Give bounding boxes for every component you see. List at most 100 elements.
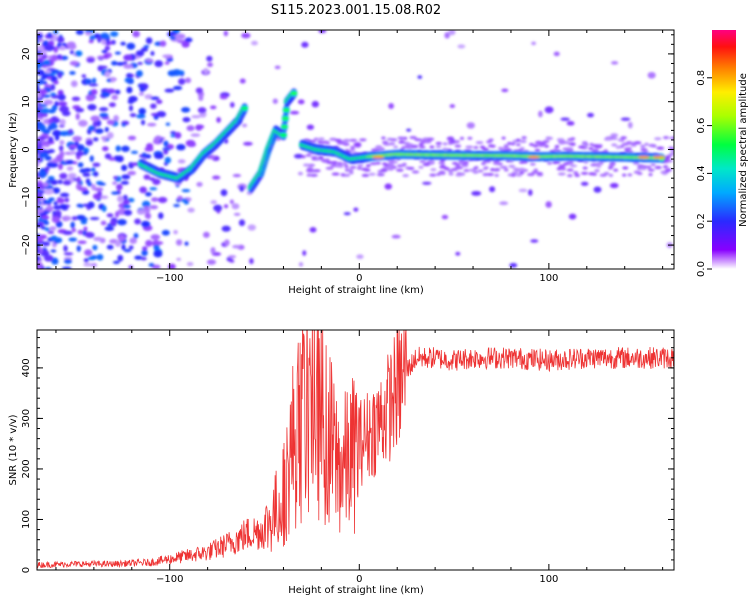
heatmap-noise-blob — [164, 88, 175, 93]
heatmap-noise-blob — [80, 219, 88, 225]
heatmap-haze-blob — [507, 141, 512, 145]
heatmap-noise-blob — [163, 149, 169, 155]
heatmap-noise-blob — [65, 159, 74, 165]
heatmap-haze-blob — [435, 141, 442, 145]
heatmap-haze-blob — [410, 145, 419, 149]
heatmap-haze-blob — [615, 145, 622, 149]
heatmap-haze-blob — [325, 166, 334, 170]
heatmap-noise-blob — [182, 117, 191, 123]
spectrogram-xlabel: Height of straight line (km) — [288, 285, 424, 296]
heatmap-haze-blob — [350, 145, 356, 149]
heatmap-noise-blob — [38, 88, 48, 95]
heatmap-haze-blob — [515, 173, 523, 177]
heatmap-noise-blob — [129, 113, 137, 118]
heatmap-noise-blob — [176, 257, 182, 261]
heatmap-noise-blob — [186, 142, 197, 148]
heatmap-noise-blob — [93, 171, 99, 177]
heatmap-haze-blob — [465, 145, 474, 149]
heatmap-haze-blob — [311, 157, 317, 161]
heatmap-noise-blob — [92, 162, 101, 167]
heatmap-noise-blob — [219, 95, 228, 100]
heatmap-noise-blob — [37, 213, 40, 217]
heatmap-noise-blob — [86, 58, 95, 63]
heatmap-noise-blob — [136, 114, 146, 119]
heatmap-noise-blob — [114, 51, 121, 55]
heatmap-noise-blob — [37, 170, 48, 178]
heatmap-noise-blob — [457, 44, 466, 49]
heatmap-noise-blob — [130, 162, 140, 166]
heatmap-noise-blob — [47, 230, 55, 234]
heatmap-noise-blob — [132, 30, 140, 38]
heatmap-noise-blob — [66, 41, 76, 49]
heatmap-noise-blob — [620, 117, 631, 121]
heatmap-haze-blob — [439, 172, 446, 176]
heatmap-noise-blob — [51, 216, 60, 223]
heatmap-noise-blob — [111, 60, 118, 66]
heatmap-noise-blob — [191, 115, 201, 119]
heatmap-haze-blob — [393, 145, 399, 149]
heatmap-noise-blob — [52, 257, 58, 265]
heatmap-noise-blob — [71, 228, 77, 233]
heatmap-noise-blob — [177, 195, 183, 201]
heatmap-haze-blob — [620, 136, 627, 140]
heatmap-noise-blob — [141, 200, 151, 208]
heatmap-noise-blob — [69, 50, 75, 55]
heatmap-haze-blob — [458, 159, 465, 163]
heatmap-haze-blob — [448, 172, 454, 176]
heatmap-noise-blob — [98, 182, 106, 186]
heatmap-noise-blob — [111, 94, 119, 101]
snr-ticks: −100 0 100 0 100 200 300 400 — [21, 330, 674, 585]
heatmap-noise-blob — [37, 157, 43, 162]
heatmap-noise-blob — [59, 118, 66, 126]
heatmap-noise-blob — [50, 92, 57, 97]
heatmap-noise-blob — [96, 253, 104, 261]
heatmap-haze-blob — [501, 146, 510, 150]
heatmap-haze-blob — [343, 142, 350, 146]
heatmap-noise-blob — [37, 45, 45, 52]
heatmap-noise-blob — [530, 239, 539, 243]
heatmap-noise-blob — [593, 186, 602, 193]
heatmap-haze-blob — [503, 168, 509, 172]
heatmap-noise-blob — [417, 75, 423, 79]
heatmap-haze-blob — [390, 138, 398, 142]
heatmap-noise-blob — [153, 244, 160, 251]
heatmap-noise-blob — [143, 44, 150, 48]
heatmap-noise-blob — [115, 145, 121, 152]
heatmap-noise-blob — [56, 197, 65, 204]
heatmap-noise-blob — [54, 129, 59, 137]
heatmap-noise-blob — [116, 183, 123, 191]
heatmap-haze-blob — [382, 140, 389, 144]
heatmap-noise-blob — [141, 246, 148, 251]
heatmap-haze-blob — [427, 138, 434, 142]
heatmap-noise-blob — [501, 88, 509, 93]
heatmap-haze-blob — [569, 142, 576, 146]
heatmap-noise-blob — [145, 37, 153, 44]
heatmap-noise-blob — [224, 239, 230, 246]
heatmap-noise-blob — [47, 123, 58, 130]
heatmap-haze-blob — [648, 168, 655, 172]
heatmap-haze-blob — [461, 164, 469, 168]
heatmap-haze-blob — [368, 172, 376, 176]
heatmap-noise-blob — [85, 94, 95, 102]
heatmap-haze-blob — [648, 173, 653, 177]
heatmap-noise-blob — [104, 153, 112, 160]
heatmap-haze-blob — [420, 140, 428, 144]
heatmap-noise-blob — [50, 249, 57, 253]
heatmap-haze-blob — [510, 173, 516, 177]
heatmap-noise-blob — [231, 203, 240, 210]
heatmap-noise-blob — [233, 212, 241, 216]
heatmap-noise-blob — [88, 125, 96, 131]
heatmap-noise-blob — [247, 224, 256, 231]
heatmap-haze-blob — [376, 173, 385, 177]
heatmap-haze-blob — [398, 163, 406, 167]
heatmap-noise-blob — [41, 241, 51, 247]
heatmap-noise-blob — [75, 50, 83, 57]
heatmap-noise-blob — [302, 250, 307, 256]
heatmap-noise-blob — [61, 266, 72, 269]
heatmap-noise-blob — [128, 245, 134, 250]
heatmap-haze-blob — [303, 163, 310, 167]
heatmap-noise-blob — [101, 49, 108, 54]
heatmap-haze-blob — [637, 164, 644, 168]
heatmap-noise-blob — [77, 187, 88, 192]
heatmap-noise-blob — [38, 124, 46, 132]
